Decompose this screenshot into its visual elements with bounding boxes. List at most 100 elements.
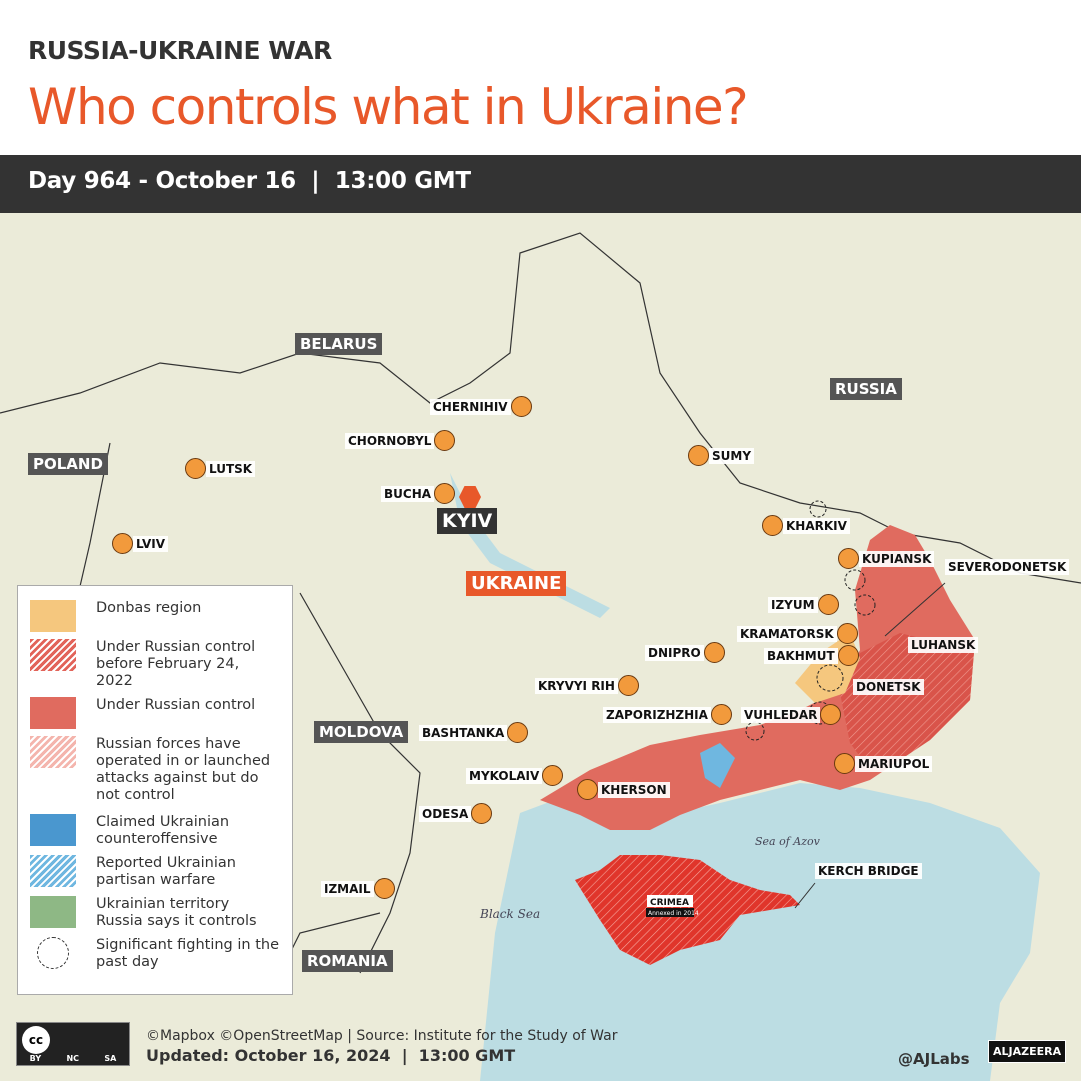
legend-label: Donbas region [96, 600, 202, 616]
city-label: IZYUM [768, 596, 818, 613]
city-dot-icon [617, 675, 639, 696]
ajlabs-handle: @AJLabs [898, 1050, 970, 1068]
city-label: KRAMATORSK [737, 625, 837, 642]
city-label: KUPIANSK [859, 550, 935, 567]
city-izmail: IZMAIL [321, 878, 395, 899]
city-mariupol: MARIUPOL [834, 753, 933, 774]
pre-2022-russian-area [840, 633, 975, 770]
capital-kyiv: KYIV [437, 508, 498, 534]
legend-item: Under Russian control [30, 697, 280, 729]
kyiv-marker-icon [459, 486, 481, 508]
city-mykolaiv: MYKOLAIV [466, 765, 564, 786]
page-title: Who controls what in Ukraine? [28, 78, 749, 136]
city-dot-icon [471, 803, 493, 824]
city-dot-icon [577, 779, 598, 800]
crimea-label: CRIMEA [650, 898, 689, 908]
city-bakhmut: BAKHMUT [764, 645, 859, 666]
city-kryvyi-rih: KRYVYI RIH [535, 675, 639, 696]
legend-item: Under Russian control before February 24… [30, 639, 280, 690]
city-bashtanka: BASHTANKA [419, 722, 529, 743]
partisan-area [700, 743, 735, 788]
legend-item: Claimed Ukrainian counteroffensive [30, 814, 280, 848]
country-moldova: MOLDOVA [314, 721, 409, 743]
legend-swatch-icon [30, 600, 76, 632]
country-russia: RUSSIA [830, 378, 902, 400]
city-label: KERCH BRIDGE [815, 863, 922, 879]
country-romania: ROMANIA [302, 950, 393, 972]
city-dot-icon [507, 722, 529, 743]
city-label: LUTSK [206, 460, 256, 477]
city-dot-icon [820, 704, 842, 725]
legend-swatch-icon [30, 736, 76, 768]
city-dot-icon [710, 704, 732, 725]
reservoir [450, 473, 610, 618]
city-zaporizhzhia: ZAPORIZHZHIA [603, 704, 732, 725]
legend-swatch-icon [30, 855, 76, 887]
city-dot-icon [837, 645, 859, 666]
country-poland: POLAND [28, 453, 108, 475]
legend-label: Under Russian control before February 24… [96, 639, 256, 689]
country-belarus: BELARUS [295, 333, 383, 355]
city-label: MARIUPOL [855, 755, 933, 772]
city-luhansk: LUHANSK [908, 637, 979, 653]
city-kramatorsk: KRAMATORSK [737, 623, 858, 644]
city-lutsk: LUTSK [185, 458, 256, 479]
city-dot-icon [434, 430, 456, 451]
city-label: SEVERODONETSK [945, 559, 1070, 575]
legend-swatch-icon [30, 697, 76, 729]
legend-label: Under Russian control [96, 697, 256, 713]
city-label: CHERNIHIV [430, 398, 511, 415]
city-severodonetsk: SEVERODONETSK [945, 559, 1070, 575]
city-label: IZMAIL [321, 880, 374, 897]
city-dot-icon [542, 765, 564, 786]
city-label: KRYVYI RIH [535, 677, 618, 694]
city-label: VUHLEDAR [741, 706, 821, 723]
source-text: ©Mapbox ©OpenStreetMap | Source: Institu… [146, 1028, 618, 1044]
city-label: KHERSON [598, 781, 670, 798]
city-dot-icon [688, 445, 709, 466]
severodonetsk-leader [884, 582, 946, 637]
city-dot-icon [834, 753, 855, 774]
city-bucha: BUCHA [381, 483, 456, 504]
city-label: ZAPORIZHZHIA [603, 706, 711, 723]
city-label: SUMY [709, 447, 755, 464]
city-lviv: LVIV [112, 533, 169, 554]
city-dot-icon [762, 515, 783, 536]
legend-label: Ukrainian territory Russia says it contr… [96, 896, 257, 929]
legend-item: Reported Ukrainian partisan warfare [30, 855, 280, 889]
country-ukraine: UKRAINE [466, 571, 567, 596]
legend-swatch-icon [30, 896, 76, 928]
legend-item: Donbas region [30, 600, 280, 632]
city-izyum: IZYUM [768, 594, 839, 615]
city-kharkiv: KHARKIV [762, 515, 850, 536]
header: RUSSIA-UKRAINE WAR Who controls what in … [0, 0, 1081, 155]
city-label: BAKHMUT [764, 647, 838, 664]
border-lines [0, 232, 1081, 974]
day-bar: Day 964 - October 16 | 13:00 GMT [0, 155, 1081, 213]
legend-swatch-icon [30, 814, 76, 846]
city-label: BASHTANKA [419, 724, 508, 741]
legend-label: Significant fighting in the past day [96, 937, 279, 970]
city-dot-icon [373, 878, 395, 899]
black-sea-label: Black Sea [479, 907, 540, 921]
kerch-leader [794, 882, 816, 909]
city-kupiansk: KUPIANSK [838, 548, 935, 569]
city-dot-icon [510, 396, 532, 417]
legend-item: Ukrainian territory Russia says it contr… [30, 896, 280, 930]
azov-label: Sea of Azov [755, 835, 821, 848]
city-vuhledar: VUHLEDAR [741, 704, 842, 725]
legend-swatch-icon [37, 937, 69, 969]
city-chornobyl: CHORNOBYL [345, 430, 456, 451]
legend-label: Russian forces have operated in or launc… [96, 736, 271, 803]
updated-text: Updated: October 16, 2024 | 13:00 GMT [146, 1046, 516, 1065]
city-odesa: ODESA [419, 803, 493, 824]
city-sumy: SUMY [688, 445, 755, 466]
legend-item: Significant fighting in the past day [30, 937, 280, 971]
city-label: DONETSK [853, 679, 924, 695]
city-dot-icon [112, 533, 133, 554]
city-label: LVIV [133, 535, 169, 552]
city-label: BUCHA [381, 485, 435, 502]
legend-label: Reported Ukrainian partisan warfare [96, 855, 236, 888]
city-kerch-bridge: KERCH BRIDGE [815, 863, 922, 879]
city-dot-icon [836, 623, 858, 644]
